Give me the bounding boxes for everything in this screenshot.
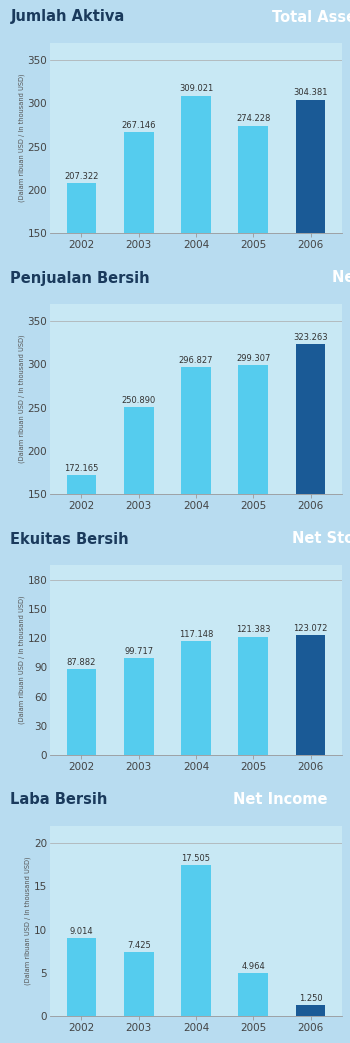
Text: 4.964: 4.964	[241, 962, 265, 971]
Y-axis label: (Dalam ribuan USD / In thousand USD): (Dalam ribuan USD / In thousand USD)	[18, 596, 25, 724]
Bar	[124, 131, 154, 233]
Y-axis label: (Dalam ribuan USD / In thousand USD): (Dalam ribuan USD / In thousand USD)	[25, 856, 31, 986]
Text: 250.890: 250.890	[121, 395, 156, 405]
Bar	[124, 658, 154, 755]
Bar	[66, 938, 96, 1016]
Y-axis label: (Dalam ribuan USD / In thousand USD): (Dalam ribuan USD / In thousand USD)	[18, 74, 25, 202]
Bar	[296, 1005, 326, 1016]
Bar	[238, 636, 268, 755]
Text: 9.014: 9.014	[70, 927, 93, 936]
Text: 7.425: 7.425	[127, 941, 150, 949]
Text: 1.250: 1.250	[299, 994, 322, 1003]
Y-axis label: (Dalam ribuan USD / In thousand USD): (Dalam ribuan USD / In thousand USD)	[18, 335, 25, 463]
Text: Net Sales: Net Sales	[331, 270, 350, 286]
Text: 99.717: 99.717	[124, 647, 153, 656]
Text: 304.381: 304.381	[293, 89, 328, 97]
Text: 17.505: 17.505	[182, 853, 210, 863]
Text: Ekuitas Bersih: Ekuitas Bersih	[10, 532, 129, 547]
Text: 296.827: 296.827	[179, 356, 213, 365]
Text: 309.021: 309.021	[179, 84, 213, 94]
Bar	[66, 670, 96, 755]
Text: Net Stockholders' Equity: Net Stockholders' Equity	[292, 532, 350, 547]
Bar	[66, 184, 96, 233]
Bar	[296, 344, 326, 494]
Bar	[296, 100, 326, 233]
Bar	[181, 865, 211, 1016]
Bar	[66, 475, 96, 494]
Text: 87.882: 87.882	[67, 658, 96, 668]
Bar	[296, 635, 326, 755]
Bar	[181, 640, 211, 755]
Bar	[181, 367, 211, 494]
Text: 172.165: 172.165	[64, 463, 99, 472]
Text: 274.228: 274.228	[236, 115, 271, 123]
Text: 207.322: 207.322	[64, 172, 99, 181]
Bar	[238, 973, 268, 1016]
Bar	[124, 952, 154, 1016]
Text: 323.263: 323.263	[293, 333, 328, 342]
Text: Net Income: Net Income	[233, 793, 327, 807]
Text: 267.146: 267.146	[121, 121, 156, 129]
Bar	[238, 126, 268, 233]
Text: 121.383: 121.383	[236, 626, 271, 634]
Text: 299.307: 299.307	[236, 354, 271, 363]
Text: Laba Bersih: Laba Bersih	[10, 793, 108, 807]
Text: Jumlah Aktiva: Jumlah Aktiva	[10, 9, 125, 24]
Text: 123.072: 123.072	[293, 624, 328, 633]
Text: 117.148: 117.148	[179, 630, 213, 638]
Bar	[181, 96, 211, 233]
Text: Penjualan Bersih: Penjualan Bersih	[10, 270, 150, 286]
Bar	[238, 365, 268, 494]
Text: Total Assets: Total Assets	[272, 9, 350, 24]
Bar	[124, 407, 154, 494]
